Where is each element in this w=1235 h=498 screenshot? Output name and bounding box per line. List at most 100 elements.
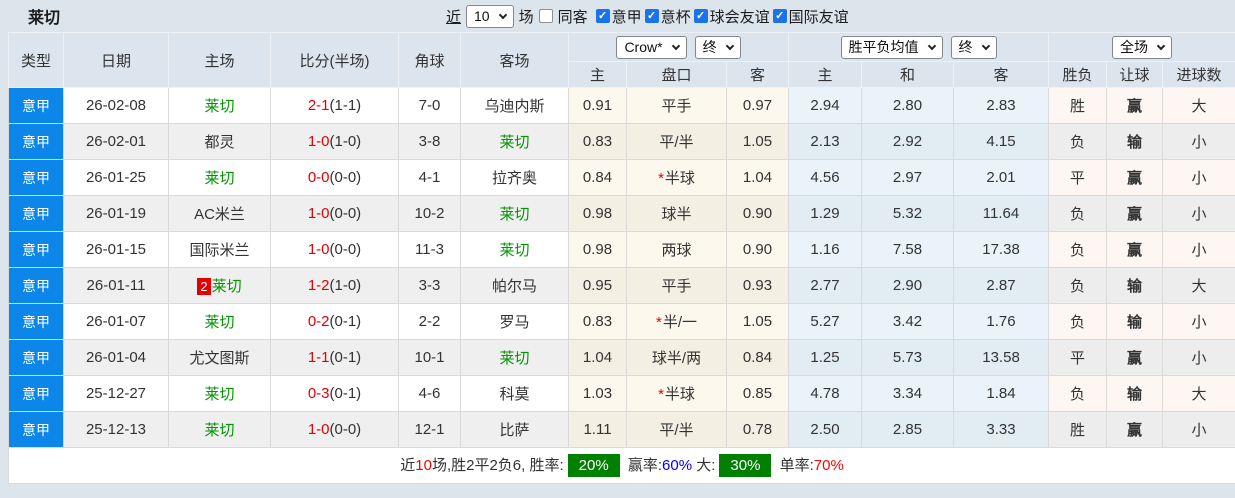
cell-handicap-result: 赢 [1106, 411, 1164, 448]
cell-result: 胜 [1048, 87, 1108, 124]
col-header-date: 日期 [63, 32, 169, 88]
cell-result: 负 [1048, 123, 1108, 160]
cell-home-team: 尤文图斯 [168, 339, 271, 376]
col-header-score: 比分(半场) [270, 32, 399, 88]
league-filter-checkbox[interactable]: ✓ [693, 9, 708, 23]
changed-line-star: * [655, 314, 662, 331]
cell-handicap-result: 输 [1106, 267, 1164, 304]
cell-asia-away-odds: 0.90 [725, 231, 790, 268]
cell-goals-result: 小 [1162, 159, 1235, 196]
cell-goals-result: 小 [1162, 195, 1235, 232]
table-row: 意甲 26-01-04 尤文图斯 1-1(0-1) 10-1 莱切 1.04 球半/两 0.84… [8, 339, 1235, 376]
avg-odds-state-select[interactable]: 终 [950, 35, 997, 59]
cell-avg-away-odds: 2.01 [953, 159, 1050, 196]
cell-goals-result: 小 [1162, 123, 1235, 160]
cell-league: 意甲 [8, 231, 64, 268]
league-filter: ✓ 国际友谊 [772, 6, 849, 27]
recent-count-select[interactable]: 10 [466, 4, 514, 28]
cell-avg-away-odds: 17.38 [953, 231, 1050, 268]
league-filter-checkbox[interactable]: ✓ [772, 9, 787, 23]
cell-corners: 11-3 [398, 231, 461, 268]
table-row: 意甲 26-01-15 国际米兰 1-0(0-0) 11-3 莱切 0.98 两球 0.90 1.… [8, 231, 1235, 268]
match-scope-select[interactable]: 全场 [1112, 35, 1173, 59]
cell-home-team: 莱切 [168, 303, 271, 340]
cell-asia-line: 平/半 [626, 123, 727, 160]
cell-asia-line: 平手 [626, 87, 727, 124]
cell-avg-away-odds: 1.76 [953, 303, 1050, 340]
cell-handicap-result: 输 [1106, 375, 1164, 412]
cell-away-team: 乌迪内斯 [460, 87, 569, 124]
changed-line-star: * [658, 386, 664, 403]
cell-asia-line: *半球 [626, 159, 727, 196]
cell-away-team: 拉齐奥 [460, 159, 569, 196]
cell-asia-line: 平/半 [626, 411, 727, 448]
cell-away-team: 莱切 [460, 339, 569, 376]
cell-asia-away-odds: 0.84 [725, 339, 790, 376]
cell-date: 26-01-19 [63, 195, 169, 232]
cell-asia-away-odds: 0.85 [725, 375, 790, 412]
league-filter-label: 球会友谊 [709, 8, 770, 26]
col-header-handicap-result: 让球 [1106, 61, 1164, 88]
cell-asia-home-odds: 1.04 [568, 339, 627, 376]
cell-avg-draw-odds: 2.85 [861, 411, 955, 448]
rank-badge: 2 [197, 278, 211, 295]
cell-handicap-result: 赢 [1106, 231, 1164, 268]
avg-odds-type-select[interactable]: 胜平负均值 [840, 35, 943, 59]
cell-goals-result: 小 [1162, 411, 1235, 448]
cell-date: 25-12-13 [63, 411, 169, 448]
cell-score: 0-2(0-1) [270, 303, 399, 340]
bookmaker-value: Crow* [624, 39, 663, 55]
cell-corners: 3-8 [398, 123, 461, 160]
cell-home-team: 莱切 [168, 411, 271, 448]
league-filter-label: 国际友谊 [788, 8, 849, 26]
asia-odds-state-select[interactable]: 终 [694, 35, 741, 59]
table-row: 意甲 25-12-13 莱切 1-0(0-0) 12-1 比萨 1.11 平/半 0.78 2.5… [8, 411, 1235, 448]
cell-result: 负 [1048, 231, 1108, 268]
cell-corners: 2-2 [398, 303, 461, 340]
cell-score: 1-0(1-0) [270, 123, 399, 160]
summary-segment: 单率: [775, 457, 814, 474]
cell-avg-home-odds: 1.25 [788, 339, 863, 376]
col-header-avg-home: 主 [788, 61, 863, 88]
cell-result: 负 [1048, 375, 1108, 412]
cell-score: 1-2(1-0) [270, 267, 399, 304]
col-header-goals-result: 进球数 [1162, 61, 1235, 88]
cell-avg-away-odds: 2.87 [953, 267, 1050, 304]
cell-avg-draw-odds: 5.32 [861, 195, 955, 232]
cell-avg-home-odds: 4.56 [788, 159, 863, 196]
cell-corners: 10-2 [398, 195, 461, 232]
recent-count-value: 10 [474, 8, 490, 24]
match-rows: 意甲 26-02-08 莱切 2-1(1-1) 7-0 乌迪内斯 0.91 平手 0.97 2.9… [8, 87, 1235, 448]
cell-asia-line: 两球 [626, 231, 727, 268]
cell-asia-away-odds: 0.78 [725, 411, 790, 448]
col-header-result: 胜负 [1048, 61, 1108, 88]
cell-away-team: 科莫 [460, 375, 569, 412]
cell-handicap-result: 赢 [1106, 87, 1164, 124]
cell-asia-away-odds: 1.05 [725, 123, 790, 160]
avg-odds-state-value: 终 [958, 39, 973, 55]
league-filter-checkbox[interactable]: ✓ [595, 9, 610, 23]
cell-asia-line: 平手 [626, 267, 727, 304]
cell-corners: 10-1 [398, 339, 461, 376]
table-row: 意甲 26-01-11 2 莱切 1-2(1-0) 3-3 帕尔马 0.95 平手 0.93 2.7… [8, 267, 1235, 304]
cell-avg-home-odds: 2.77 [788, 267, 863, 304]
cell-asia-away-odds: 0.97 [725, 87, 790, 124]
summary-segment: 20% [567, 454, 620, 477]
cell-avg-away-odds: 11.64 [953, 195, 1050, 232]
league-filter-checkbox[interactable]: ✓ [644, 9, 659, 23]
cell-avg-draw-odds: 7.58 [861, 231, 955, 268]
cell-date: 26-01-15 [63, 231, 169, 268]
cell-asia-away-odds: 1.04 [725, 159, 790, 196]
bookmaker-select[interactable]: Crow* [616, 35, 687, 59]
same-away-checkbox[interactable] [538, 9, 553, 23]
cell-league: 意甲 [8, 195, 64, 232]
cell-league: 意甲 [8, 339, 64, 376]
cell-score: 0-3(0-1) [270, 375, 399, 412]
chevron-down-icon [498, 10, 507, 19]
cell-goals-result: 大 [1162, 267, 1235, 304]
cell-corners: 3-3 [398, 267, 461, 304]
cell-result: 负 [1048, 195, 1108, 232]
cell-asia-line: 球半 [626, 195, 727, 232]
summary-segment: 赢率: [623, 457, 663, 474]
